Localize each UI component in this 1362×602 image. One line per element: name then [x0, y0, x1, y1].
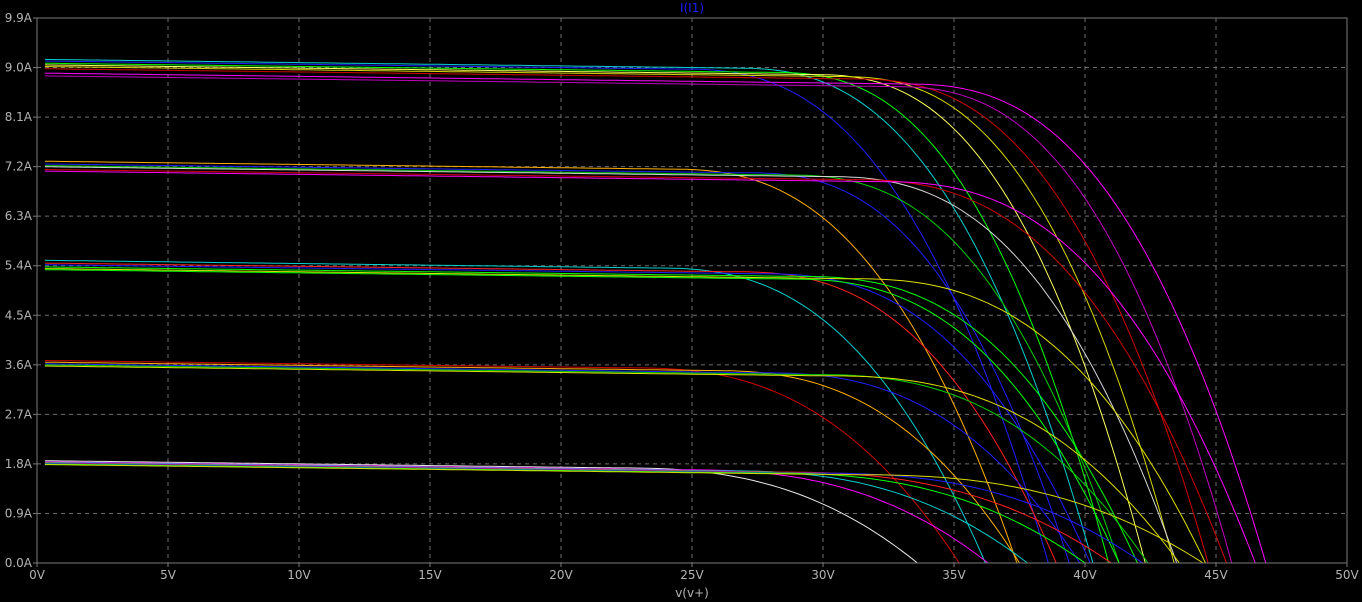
series-line	[44, 360, 960, 564]
series-line	[44, 268, 1206, 564]
series-line	[44, 163, 1070, 564]
series-line	[44, 166, 1178, 564]
x-tick-label: 25V	[680, 568, 704, 582]
x-tick-label: 5V	[160, 568, 177, 582]
x-tick-label: 30V	[811, 568, 835, 582]
series-line	[44, 259, 986, 564]
series-line	[44, 68, 1209, 564]
series-line	[44, 264, 1091, 564]
series-line	[44, 72, 1267, 564]
x-axis-label: v(v+)	[675, 586, 709, 600]
x-tick-label: 40V	[1073, 568, 1097, 582]
series-line	[44, 170, 1256, 564]
x-tick-label: 45V	[1204, 568, 1228, 582]
y-axis-ticks: 0.0A 0.9A 1.8A 2.7A 3.6A 4.5A 5.4A 6.3A 7.2A 8.1A…	[5, 11, 37, 570]
series-line	[44, 269, 1120, 564]
x-tick-label: 20V	[549, 568, 573, 582]
y-tick-label: 9.9A	[5, 11, 33, 25]
series-line	[44, 66, 1175, 564]
series-line	[44, 62, 1110, 564]
x-tick-label: 35V	[942, 568, 966, 582]
series-line	[44, 160, 1018, 564]
x-axis-ticks: 0V 5V 10V 15V 20V 25V 30V 35V 40V 45V 50V	[29, 563, 1360, 582]
y-tick-label: 5.4A	[5, 259, 33, 273]
series-line	[44, 266, 1138, 564]
y-tick-label: 4.5A	[5, 308, 33, 322]
series-line	[44, 58, 1094, 564]
series-line	[44, 463, 1086, 564]
y-tick-label: 1.8A	[5, 457, 33, 471]
series-line	[44, 461, 1028, 564]
chart-title: I(I1)	[680, 1, 704, 15]
series-line	[44, 262, 1057, 564]
x-tick-label: 0V	[29, 568, 46, 582]
series-line	[44, 169, 1227, 564]
x-tick-label: 15V	[418, 568, 442, 582]
series-line	[44, 60, 1049, 564]
y-tick-label: 2.7A	[5, 407, 33, 421]
series-line	[44, 464, 1204, 564]
series-layer	[44, 58, 1267, 564]
x-tick-label: 10V	[287, 568, 311, 582]
x-tick-label: 50V	[1335, 568, 1359, 582]
series-line	[44, 365, 1180, 564]
y-tick-label: 0.0A	[5, 556, 33, 570]
y-tick-label: 3.6A	[5, 358, 33, 372]
series-line	[44, 361, 1020, 564]
series-line	[44, 165, 1120, 564]
y-tick-label: 0.9A	[5, 506, 33, 520]
series-line	[44, 75, 1233, 564]
series-line	[44, 364, 1149, 564]
y-tick-label: 9.0A	[5, 61, 33, 75]
y-tick-label: 7.2A	[5, 160, 33, 174]
series-line	[44, 460, 918, 564]
series-line	[44, 64, 1146, 564]
y-tick-label: 8.1A	[5, 110, 33, 124]
y-tick-label: 6.3A	[5, 209, 33, 223]
series-line	[44, 363, 1081, 564]
